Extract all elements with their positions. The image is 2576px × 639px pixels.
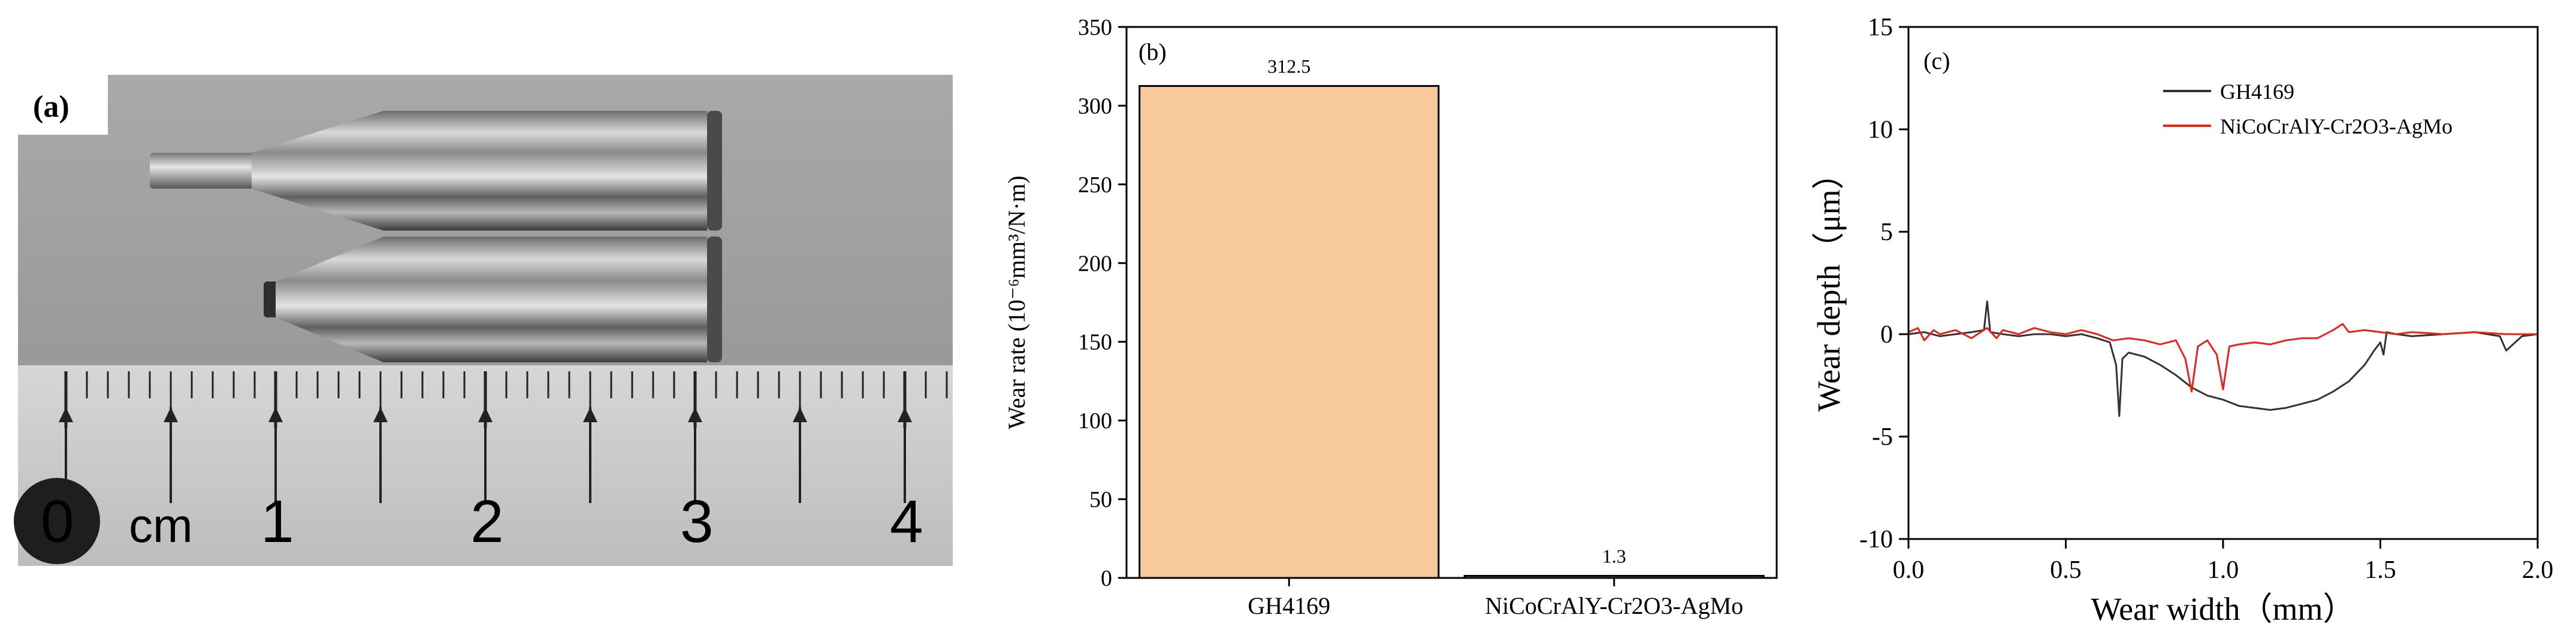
bar-category-label: NiCoCrAlY-Cr2O3-AgMo bbox=[1485, 592, 1743, 619]
bar-y-axis-label: Wear rate (10⁻⁶mm³/N·m) bbox=[1003, 175, 1030, 429]
line-y-tick-label: 0 bbox=[1880, 321, 1893, 349]
line-y-tick-label: 5 bbox=[1880, 219, 1893, 246]
panel-c-line-chart: 0.0 0.5 1.0 1.5 2.0 -10 -5 0 5 10 15 (c) GH4169 Ni… bbox=[1792, 0, 2576, 636]
ruler-arrow-head bbox=[793, 407, 807, 422]
ruler-arrow-head bbox=[583, 407, 597, 422]
legend-label-coating: NiCoCrAlY-Cr2O3-AgMo bbox=[2220, 114, 2453, 138]
bar-bars: 312.5 GH4169 1.3 NiCoCrAlY-Cr2O3-AgMo bbox=[1138, 56, 1765, 619]
ruler-unit: cm bbox=[129, 499, 193, 552]
bar-panel-label: (b) bbox=[1138, 38, 1167, 65]
bar-category-label: GH4169 bbox=[1248, 592, 1330, 619]
line-x-tick-label: 2.0 bbox=[2522, 556, 2554, 584]
bar-chart-svg: 0 50 100 150 200 250 300 350 312.5 GH4169 1.3 NiCo… bbox=[1003, 15, 1778, 619]
ruler-arrow-head bbox=[59, 407, 73, 422]
line-x-tick-label: 0.0 bbox=[1893, 556, 1925, 584]
ruler-arrow-head bbox=[373, 407, 388, 422]
ruler-number-1: 1 bbox=[261, 488, 294, 555]
specimen-lower bbox=[264, 237, 722, 362]
line-axis-ticks: 0.0 0.5 1.0 1.5 2.0 -10 -5 0 5 10 15 bbox=[1859, 14, 2553, 584]
bar-y-tick-label: 300 bbox=[1078, 93, 1112, 119]
line-y-tick-label: -10 bbox=[1859, 526, 1893, 553]
line-plot-frame bbox=[1907, 26, 2539, 540]
line-chart-svg: 0.0 0.5 1.0 1.5 2.0 -10 -5 0 5 10 15 (c) GH4169 Ni… bbox=[1811, 14, 2553, 627]
specimen-upper bbox=[150, 111, 722, 231]
line-panel-label: (c) bbox=[1923, 47, 1950, 74]
line-series-1 bbox=[1908, 323, 2538, 393]
bar-y-tick-label: 250 bbox=[1078, 172, 1112, 198]
ruler-number-0: 0 bbox=[41, 488, 74, 555]
ruler-zero-circle bbox=[14, 478, 100, 564]
ruler-number-2: 2 bbox=[470, 488, 504, 555]
bar-y-tick-label: 0 bbox=[1101, 566, 1112, 591]
ruler-number-3: 3 bbox=[680, 488, 714, 555]
bar-y-tick-label: 350 bbox=[1078, 15, 1112, 40]
line-x-tick-label: 1.5 bbox=[2364, 556, 2396, 584]
ruler-arrow-head bbox=[268, 407, 283, 422]
bar-value-label: 1.3 bbox=[1602, 546, 1626, 567]
line-x-axis-label: Wear width（mm） bbox=[2091, 591, 2355, 627]
line-series bbox=[1908, 300, 2538, 417]
ruler-arrow-head bbox=[164, 407, 178, 422]
bar-y-tick-label: 100 bbox=[1078, 408, 1112, 434]
photo-svg: (a) 0 cm 1 2 3 4 bbox=[14, 75, 953, 566]
legend-label-gh4169: GH4169 bbox=[2220, 80, 2294, 104]
ruler: 0 cm 1 2 3 4 bbox=[14, 365, 953, 566]
ruler-arrow-head bbox=[478, 407, 493, 422]
bar-y-tick-label: 150 bbox=[1078, 330, 1112, 355]
bar-y-ticks: 0 50 100 150 200 250 300 350 bbox=[1078, 15, 1127, 591]
line-y-tick-label: 10 bbox=[1868, 116, 1893, 144]
line-y-tick-label: -5 bbox=[1872, 423, 1893, 451]
line-series-0 bbox=[1908, 300, 2538, 417]
ruler-arrow-head bbox=[898, 407, 912, 422]
ruler-ticks bbox=[59, 371, 948, 503]
panel-a-label: (a) bbox=[33, 90, 70, 124]
panel-b-bar-chart: 0 50 100 150 200 250 300 350 312.5 GH4169 1.3 NiCo… bbox=[971, 0, 1792, 636]
line-y-axis-label: Wear depth（μm） bbox=[1811, 158, 1847, 412]
panel-a-label-box bbox=[18, 75, 108, 135]
ruler-number-4: 4 bbox=[890, 488, 923, 555]
line-x-tick-label: 0.5 bbox=[2050, 556, 2082, 584]
bar-plot-frame bbox=[1125, 26, 1778, 579]
bar-y-tick-label: 200 bbox=[1078, 251, 1112, 276]
bar-0 bbox=[1138, 85, 1440, 579]
panel-a-photo: (a) 0 cm 1 2 3 4 bbox=[0, 0, 971, 636]
ruler-arrow-head bbox=[688, 407, 702, 422]
line-y-tick-label: 15 bbox=[1868, 14, 1893, 41]
bar-value-label: 312.5 bbox=[1267, 56, 1310, 77]
bar-y-tick-label: 50 bbox=[1089, 487, 1112, 513]
line-legend: GH4169 NiCoCrAlY-Cr2O3-AgMo bbox=[2163, 80, 2453, 138]
line-x-tick-label: 1.0 bbox=[2207, 556, 2239, 584]
